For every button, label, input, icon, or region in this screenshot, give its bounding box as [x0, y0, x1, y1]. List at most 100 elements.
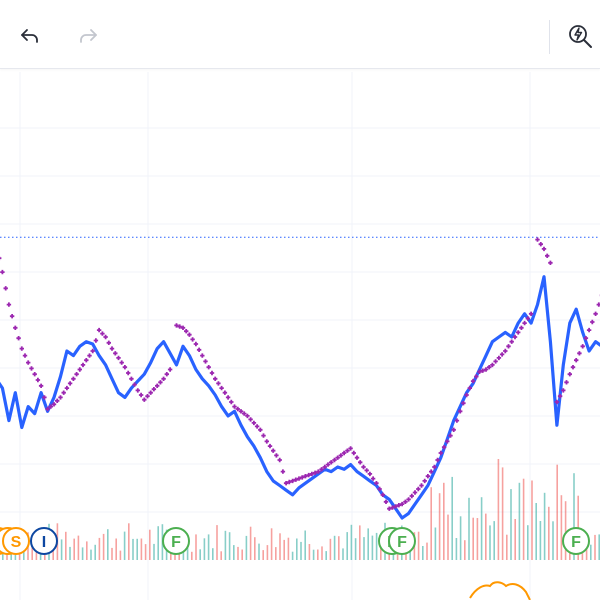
volume-bar [334, 536, 336, 560]
sar-point [219, 386, 223, 390]
sar-point [123, 365, 127, 369]
sar-point [265, 439, 269, 443]
sar-point [197, 348, 201, 352]
volume-bar [481, 497, 483, 560]
sar-point [365, 468, 369, 472]
volume-bar [447, 515, 449, 560]
sar-point [81, 363, 85, 367]
sar-point [87, 353, 91, 357]
price-line [0, 277, 600, 518]
volume-bar [199, 549, 201, 560]
volume-bar [107, 529, 109, 560]
sar-point [139, 393, 143, 397]
sar-point [13, 326, 17, 330]
sar-point [190, 337, 194, 341]
volume-bar [338, 536, 340, 560]
undo-button[interactable] [16, 22, 44, 50]
sar-point [207, 365, 211, 369]
volume-bar [590, 545, 592, 560]
quick-search-button[interactable] [566, 22, 594, 50]
volume-bar [304, 531, 306, 561]
sar-point [103, 335, 107, 339]
sar-point [84, 358, 88, 362]
volume-bar [300, 542, 302, 560]
volume-bar [313, 550, 315, 560]
volume-bar [73, 539, 75, 560]
sar-point [136, 388, 140, 392]
sar-point [23, 353, 27, 357]
volume-bar [145, 544, 147, 560]
volume-bar [367, 528, 369, 560]
volume-bar [359, 525, 361, 560]
volume-bar [552, 521, 554, 560]
volume-bar [141, 539, 143, 561]
chart-pane[interactable]: SIFFFF [0, 72, 600, 600]
sar-point [493, 359, 497, 363]
sar-point [419, 483, 423, 487]
volume-bar [456, 538, 458, 560]
volume-bar [82, 547, 84, 560]
volume-bar [225, 531, 227, 560]
volume-bar [128, 523, 130, 560]
sar-point [210, 371, 214, 375]
volume-bar [120, 551, 122, 560]
volume-bar [535, 503, 537, 560]
volume-bar [292, 552, 294, 560]
sar-point [71, 377, 75, 381]
volume-bar [514, 519, 516, 560]
volume-bar [229, 532, 231, 560]
sar-point [200, 353, 204, 357]
volume-bar [464, 540, 466, 560]
volume-bar [544, 493, 546, 560]
sar-point [62, 391, 66, 395]
sar-point [413, 490, 417, 494]
price-chart[interactable]: SIFFFF [0, 72, 600, 600]
sar-point [278, 458, 282, 462]
sar-point [535, 237, 539, 241]
volume-bar [510, 489, 512, 560]
sar-point [120, 360, 124, 364]
sar-point [7, 302, 11, 306]
volume-bar [523, 479, 525, 560]
volume-bar [540, 521, 542, 560]
sar-point [416, 487, 420, 491]
sar-point [129, 377, 133, 381]
sar-point [255, 424, 259, 428]
volume-bar [288, 538, 290, 560]
volume-bar [283, 540, 285, 560]
sar-point [187, 333, 191, 337]
sar-point [500, 352, 504, 356]
volume-bar [493, 521, 495, 560]
volume-bar [317, 550, 319, 561]
sar-point [39, 384, 43, 388]
sar-point [281, 469, 285, 473]
volume-bar [498, 459, 500, 560]
sar-point [577, 351, 581, 355]
volume-bar [250, 527, 252, 560]
volume-bar [132, 539, 134, 560]
sar-point [68, 381, 72, 385]
sar-point [574, 358, 578, 362]
volume-bar [527, 525, 529, 560]
sar-point [542, 247, 546, 251]
volume-bar [502, 467, 504, 560]
volume-bar [208, 534, 210, 560]
volume-bar [216, 525, 218, 560]
sar-point [271, 449, 275, 453]
sar-point [10, 314, 14, 318]
redo-button[interactable] [74, 22, 102, 50]
sar-point [26, 360, 30, 364]
chart-toolbar [0, 0, 600, 69]
sar-point [116, 356, 120, 360]
sar-point [113, 351, 117, 355]
volume-bar [237, 547, 239, 560]
toolbar-separator [549, 20, 550, 54]
sar-point [4, 286, 8, 290]
volume-bar [153, 544, 155, 560]
volume-bar [443, 483, 445, 560]
volume-bar [506, 535, 508, 560]
volume-bar [477, 518, 479, 560]
sar-point [110, 346, 114, 350]
volume-bar [61, 539, 63, 560]
sar-point [58, 395, 62, 399]
